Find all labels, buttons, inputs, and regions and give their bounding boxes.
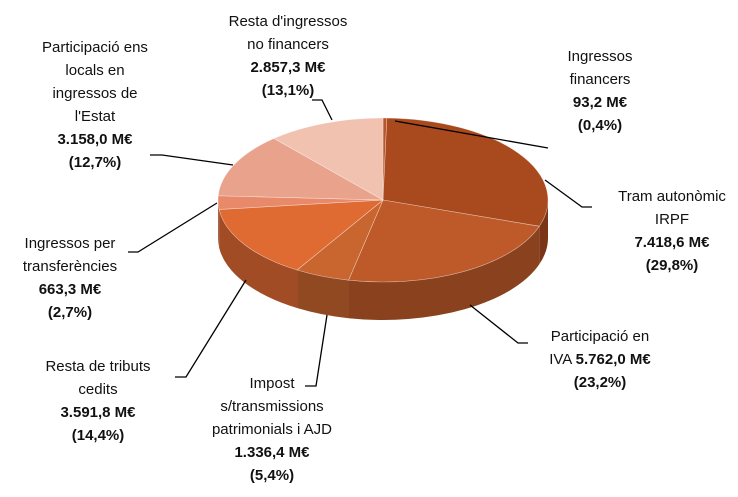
slice-label: Participació en IVA 5.762,0 M€ (23,2%) — [500, 325, 700, 394]
leader-line — [394, 120, 549, 149]
value-label: 663,3 M€ — [38, 281, 102, 298]
pie-side — [297, 269, 349, 319]
leader-line — [469, 304, 528, 344]
pie-slice — [217, 138, 384, 201]
pie-side — [219, 209, 298, 308]
pie-slice — [382, 117, 549, 227]
category-label: Ingressos financers — [567, 48, 633, 88]
slice-label: Impost s/transmissions patrimonials i AJ… — [172, 372, 372, 487]
leader-lines — [128, 99, 592, 387]
value-label: 7.418,6 M€ — [634, 234, 710, 251]
share-label: (12,7%) — [68, 154, 122, 171]
value-label: 1.336,4 M€ — [234, 444, 310, 461]
share-label: (14,4%) — [71, 427, 125, 444]
leader-line — [128, 202, 218, 253]
pie-slice — [348, 199, 540, 283]
slice-label: Resta d'ingressos no financers 2.857,3 M… — [188, 10, 388, 102]
slice-label: Resta de tributs cedits 3.591,8 M€ (14,4… — [0, 355, 198, 447]
value-label: 93,2 M€ — [572, 94, 628, 111]
category-label: Tram autonòmic IRPF — [618, 188, 726, 228]
value-label: 5.762,0 M€ — [575, 351, 651, 368]
leader-line — [150, 154, 234, 166]
value-label: 2.857,3 M€ — [250, 59, 326, 76]
leader-line — [312, 99, 333, 121]
category-label: Ingressos per transferències — [22, 235, 118, 275]
share-label: (13,1%) — [261, 82, 315, 99]
share-label: (2,7%) — [47, 304, 93, 321]
pie-slice — [218, 199, 384, 271]
value-label: 3.158,0 M€ — [57, 131, 133, 148]
slice-label: Ingressos financers 93,2 M€ (0,4%) — [500, 45, 700, 137]
slice-label: Tram autonòmic IRPF 7.418,6 M€ (29,8%) — [572, 185, 738, 277]
share-label: (29,8%) — [645, 257, 699, 274]
slice-label: Ingressos per transferències 663,3 M€ (2… — [0, 232, 170, 324]
slice-label: Participació ens locals en ingressos de … — [0, 36, 195, 174]
share-label: (0,4%) — [577, 117, 623, 134]
pie-side — [218, 200, 220, 248]
category-label: Resta d'ingressos no financers — [228, 13, 348, 53]
leader-line — [305, 314, 328, 387]
pie-slice — [273, 117, 384, 201]
category-label: Participació ens locals en ingressos de … — [42, 39, 148, 125]
share-label: (23,2%) — [573, 374, 627, 391]
pie-side — [348, 226, 540, 321]
leader-line — [544, 179, 592, 208]
category-label: Impost s/transmissions patrimonials i AJ… — [211, 375, 333, 438]
category-label: Resta de tributs cedits — [45, 358, 151, 398]
category-label: Participació en IVA — [549, 328, 650, 368]
share-label: (5,4%) — [249, 467, 295, 484]
pie-side — [539, 200, 548, 265]
leader-line — [175, 279, 247, 378]
value-label: 3.591,8 M€ — [60, 404, 136, 421]
pie — [217, 117, 549, 321]
